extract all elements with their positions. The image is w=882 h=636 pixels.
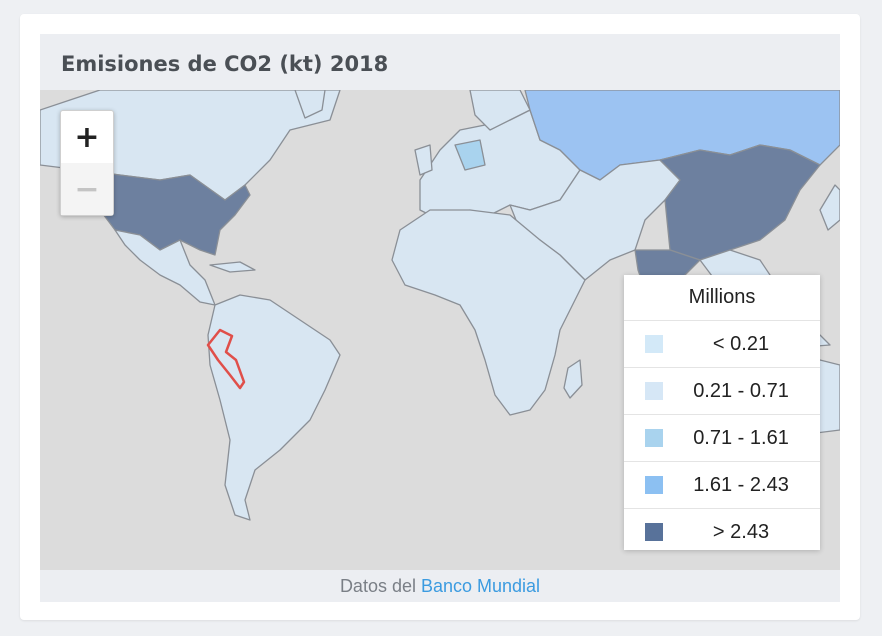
zoom-out-button[interactable]: − xyxy=(61,163,113,215)
region-madagascar[interactable] xyxy=(563,359,583,399)
legend-item: 0.71 - 1.61 xyxy=(624,415,820,462)
credit-prefix: Datos del xyxy=(339,575,416,596)
legend-item: 0.21 - 0.71 xyxy=(624,368,820,415)
choropleth-map[interactable]: + − Millions < 0.21 0.21 - 0.71 0.71 - 1… xyxy=(40,90,840,570)
region-scandinavia[interactable] xyxy=(469,90,531,131)
region-usa[interactable] xyxy=(79,169,251,256)
legend-swatch xyxy=(645,382,663,400)
region-germany[interactable] xyxy=(454,139,486,171)
map-panel: Emisiones de CO2 (kt) 2018 xyxy=(40,34,840,602)
map-title: Emisiones de CO2 (kt) 2018 xyxy=(61,52,389,76)
legend-title: Millions xyxy=(624,275,820,321)
region-caribbean[interactable] xyxy=(209,261,256,273)
legend-item: < 0.21 xyxy=(624,321,820,368)
region-uk[interactable] xyxy=(414,144,433,176)
legend-item: > 2.43 xyxy=(624,509,820,555)
zoom-control: + − xyxy=(60,110,114,216)
legend-swatch xyxy=(645,476,663,494)
region-peru[interactable] xyxy=(206,328,246,390)
legend-label: < 0.21 xyxy=(712,332,770,355)
zoom-in-button[interactable]: + xyxy=(61,111,113,164)
region-japan[interactable] xyxy=(819,184,840,231)
region-china[interactable] xyxy=(659,144,821,261)
region-greenland[interactable] xyxy=(294,90,326,119)
legend-swatch xyxy=(645,523,663,541)
map-credit: Datos del Banco Mundial xyxy=(40,570,840,602)
map-legend: Millions < 0.21 0.21 - 0.71 0.71 - 1.61 … xyxy=(624,275,820,550)
legend-label: 1.61 - 2.43 xyxy=(693,473,789,496)
credit-link[interactable]: Banco Mundial xyxy=(420,575,541,596)
chart-card: Emisiones de CO2 (kt) 2018 xyxy=(20,14,860,620)
region-africa[interactable] xyxy=(391,209,586,416)
legend-item: 1.61 - 2.43 xyxy=(624,462,820,509)
legend-label: > 2.43 xyxy=(712,520,770,543)
legend-swatch xyxy=(645,335,663,353)
legend-label: 0.71 - 1.61 xyxy=(693,426,789,449)
legend-label: 0.21 - 0.71 xyxy=(693,379,789,402)
region-south-america[interactable] xyxy=(207,294,341,521)
legend-swatch xyxy=(645,429,663,447)
